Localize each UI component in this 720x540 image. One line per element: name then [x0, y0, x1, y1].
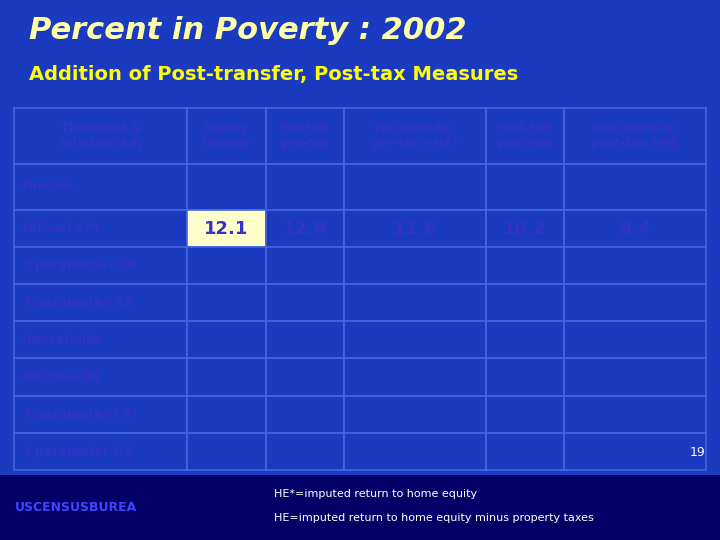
Bar — [187, 396, 266, 433]
Bar — [266, 247, 344, 284]
Bar — [564, 108, 706, 164]
Bar — [486, 359, 564, 396]
Text: 19: 19 — [690, 446, 706, 459]
Text: Familes: Familes — [22, 180, 75, 193]
Bar — [14, 210, 187, 247]
Bar — [187, 164, 266, 210]
Bar — [564, 321, 706, 359]
Text: 3 parameter-RS: 3 parameter-RS — [22, 296, 132, 309]
Bar — [266, 164, 344, 210]
Bar — [344, 321, 486, 359]
Text: Money
income: Money income — [203, 122, 251, 150]
Bar — [187, 210, 266, 247]
Bar — [564, 433, 706, 470]
Text: 12.1: 12.1 — [204, 220, 248, 238]
Bar — [14, 433, 187, 470]
Bar — [344, 210, 486, 247]
Text: 3 parameter-RS: 3 parameter-RS — [22, 445, 132, 458]
Bar — [266, 433, 344, 470]
Bar — [486, 108, 564, 164]
Text: Post-tsfr
post-tax: Post-tsfr post-tax — [496, 122, 554, 150]
Text: Pre-tsfr
pre-tax: Pre-tsfr pre-tax — [279, 122, 330, 150]
Text: Official-CPI: Official-CPI — [22, 370, 99, 383]
Text: Official-CPI: Official-CPI — [22, 222, 99, 235]
Bar — [564, 396, 706, 433]
Bar — [14, 321, 187, 359]
Bar — [564, 210, 706, 247]
Bar — [564, 359, 706, 396]
Text: USCENSUSBUREA: USCENSUSBUREA — [14, 501, 137, 514]
Text: Percent in Poverty : 2002: Percent in Poverty : 2002 — [29, 16, 467, 45]
Bar — [14, 396, 187, 433]
Bar — [344, 359, 486, 396]
Text: 3 parameter-CPI: 3 parameter-CPI — [22, 408, 137, 421]
Text: HE=imputed return to home equity minus property taxes: HE=imputed return to home equity minus p… — [274, 514, 593, 523]
Text: HE*=imputed return to home equity: HE*=imputed return to home equity — [274, 489, 477, 499]
Bar — [14, 247, 187, 284]
Bar — [187, 359, 266, 396]
Bar — [14, 284, 187, 321]
Bar — [344, 164, 486, 210]
Bar — [14, 164, 187, 210]
Bar — [564, 284, 706, 321]
Bar — [187, 108, 266, 164]
Bar — [0, 475, 720, 540]
Text: Post-transfer
post-tax +HE: Post-transfer post-tax +HE — [591, 122, 679, 150]
Bar — [266, 396, 344, 433]
Bar — [266, 108, 344, 164]
Bar — [266, 284, 344, 321]
Text: 3 parameter-CPI: 3 parameter-CPI — [22, 259, 137, 272]
Bar — [344, 284, 486, 321]
Bar — [266, 321, 344, 359]
Bar — [187, 284, 266, 321]
Bar — [564, 247, 706, 284]
Bar — [14, 359, 187, 396]
Bar — [486, 284, 564, 321]
Bar — [14, 108, 187, 164]
Text: Threshold &
Inflation Adj: Threshold & Inflation Adj — [60, 122, 142, 150]
Bar — [486, 396, 564, 433]
Bar — [564, 164, 706, 210]
Bar — [187, 321, 266, 359]
Text: 9.4: 9.4 — [619, 220, 651, 238]
Bar — [486, 164, 564, 210]
Text: 12.8: 12.8 — [283, 220, 328, 238]
Bar — [486, 247, 564, 284]
Text: Addition of Post-transfer, Post-tax Measures: Addition of Post-transfer, Post-tax Meas… — [29, 65, 518, 84]
Bar — [266, 359, 344, 396]
Bar — [486, 210, 564, 247]
Text: 11.6: 11.6 — [393, 220, 437, 238]
Bar — [344, 108, 486, 164]
Bar — [187, 433, 266, 470]
Bar — [344, 433, 486, 470]
Text: Pre-transfer
pre-tax +HE*: Pre-transfer pre-tax +HE* — [372, 122, 458, 150]
Bar — [486, 433, 564, 470]
Bar — [266, 210, 344, 247]
Bar — [344, 396, 486, 433]
Bar — [486, 321, 564, 359]
Bar — [187, 247, 266, 284]
Text: 10.2: 10.2 — [503, 220, 547, 238]
Bar — [344, 247, 486, 284]
Text: Households: Households — [22, 333, 103, 347]
